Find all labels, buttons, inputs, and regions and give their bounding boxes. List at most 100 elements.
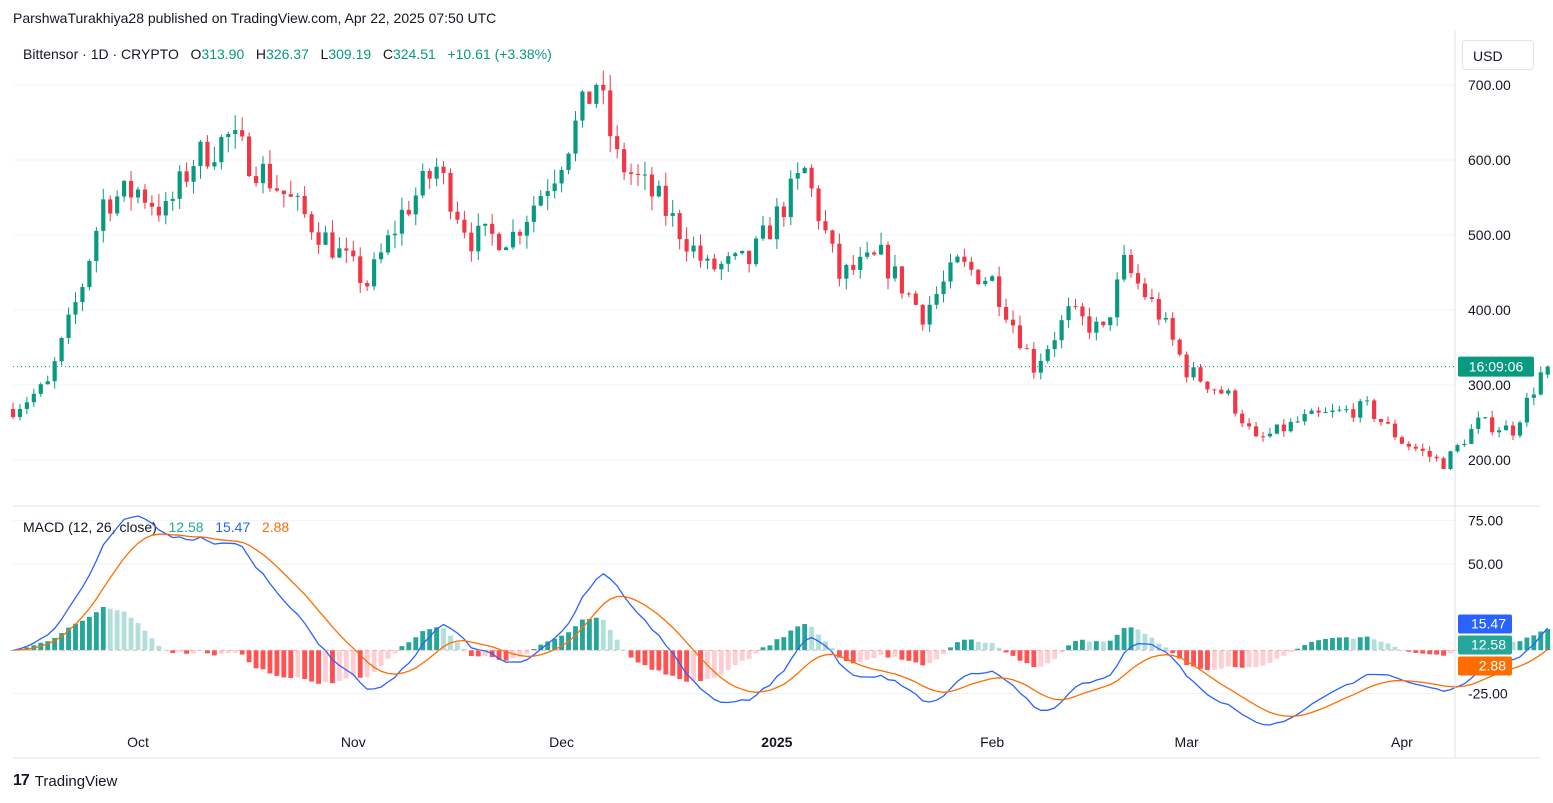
candle [115, 196, 120, 214]
candle [351, 250, 356, 257]
candle [1017, 325, 1023, 349]
candle [1205, 381, 1210, 390]
candle [240, 130, 245, 137]
candle [1274, 424, 1279, 434]
candle [31, 393, 36, 403]
macd-hist-bar [114, 610, 120, 651]
candle [545, 191, 550, 196]
macd-hist-bar [843, 650, 849, 662]
candle [677, 213, 682, 240]
candle [101, 199, 106, 231]
macd-hist-bar [302, 650, 308, 679]
change-value: +10.61 (+3.38%) [447, 46, 552, 62]
macd-hist-bar [739, 650, 745, 661]
candle [205, 141, 210, 167]
macd-hist-bar [1406, 650, 1412, 652]
candle [635, 173, 641, 175]
macd-hist-bar [746, 650, 752, 660]
macd-hist-bar [385, 650, 391, 659]
candle [1240, 413, 1245, 424]
macd-hist-bar [913, 650, 919, 663]
close-value: 324.51 [392, 46, 436, 62]
macd-hist-bar [1163, 647, 1169, 651]
candle [1226, 390, 1231, 394]
candle [1024, 348, 1029, 350]
macd-hist-bar [698, 650, 703, 681]
candle [781, 206, 786, 218]
macd-hist-bar [434, 627, 440, 651]
macd-hist-bar [899, 650, 905, 660]
candle [1288, 421, 1293, 432]
candle [927, 304, 932, 325]
macd-hist-bar [1031, 650, 1037, 668]
macd-hist-bar [274, 650, 280, 676]
candle [628, 172, 634, 174]
candle [1080, 306, 1085, 317]
candle [372, 259, 377, 287]
macd-hist-bar [1121, 628, 1127, 651]
candle [253, 176, 259, 184]
candle [1281, 424, 1286, 432]
macd-hist-bar [642, 650, 648, 666]
candle [712, 258, 717, 270]
candle [330, 232, 335, 258]
macd-hist-bar [1066, 645, 1071, 651]
macd-hist-bar [989, 643, 995, 651]
price-tick-label: 200.00 [1468, 452, 1511, 468]
macd-hist-bar [1177, 650, 1183, 659]
macd-hist-bar [1343, 637, 1349, 651]
candle [1448, 451, 1453, 469]
macd-hist-bar [1100, 641, 1106, 651]
candle [1003, 306, 1009, 320]
price-tick-label: 400.00 [1468, 302, 1511, 318]
macd-hist-bar [1267, 650, 1273, 663]
candle [705, 258, 710, 261]
candle [920, 304, 925, 325]
candle [1365, 400, 1370, 402]
candle [615, 136, 620, 150]
open-label: O [190, 46, 202, 62]
macd-line-value: 15.47 [215, 519, 251, 535]
candle [760, 225, 766, 239]
candle [747, 250, 752, 265]
candle [1115, 279, 1120, 318]
macd-hist-bar [246, 650, 252, 663]
macd-indicator-label[interactable]: MACD (12, 26, close) [23, 519, 157, 535]
candle [1184, 354, 1189, 378]
candle [198, 141, 203, 167]
candle [969, 261, 974, 270]
macd-hist-value: 12.58 [168, 519, 204, 535]
macd-hist-bar [767, 645, 773, 651]
candle [823, 221, 828, 231]
macd-hist-bar [1378, 641, 1384, 651]
candle [878, 244, 884, 255]
candle [1142, 283, 1148, 298]
candle [865, 252, 870, 257]
macd-hist-bar [357, 650, 363, 678]
candle [816, 188, 821, 222]
macd-hist-bar [892, 650, 898, 657]
candle [566, 153, 571, 170]
macd-hist-bar [1239, 650, 1245, 668]
candle [1323, 412, 1328, 414]
macd-hist-bar [1017, 650, 1023, 661]
countdown-tag [1458, 356, 1534, 377]
low-label: L [320, 46, 329, 62]
macd-hist-bar [1045, 650, 1051, 664]
tradingview-footer[interactable]: 17 TradingView [13, 772, 117, 790]
macd-line [12, 515, 1549, 726]
candle [1378, 418, 1384, 423]
symbol-name[interactable]: Bittensor · 1D · CRYPTO [23, 46, 179, 62]
macd-hist-bar [996, 647, 1002, 651]
candle [1122, 254, 1127, 280]
macd-hist-bar [1309, 641, 1315, 651]
macd-hist-bar [1323, 638, 1328, 651]
macd-hist-bar [677, 650, 683, 680]
macd-hist-bar [524, 650, 530, 654]
macd-hist-bar [427, 629, 433, 651]
candle [1469, 428, 1474, 444]
currency-button[interactable]: USD [1462, 40, 1534, 70]
macd-hist-bar [93, 612, 99, 651]
macd-hist-bar [1316, 640, 1321, 651]
